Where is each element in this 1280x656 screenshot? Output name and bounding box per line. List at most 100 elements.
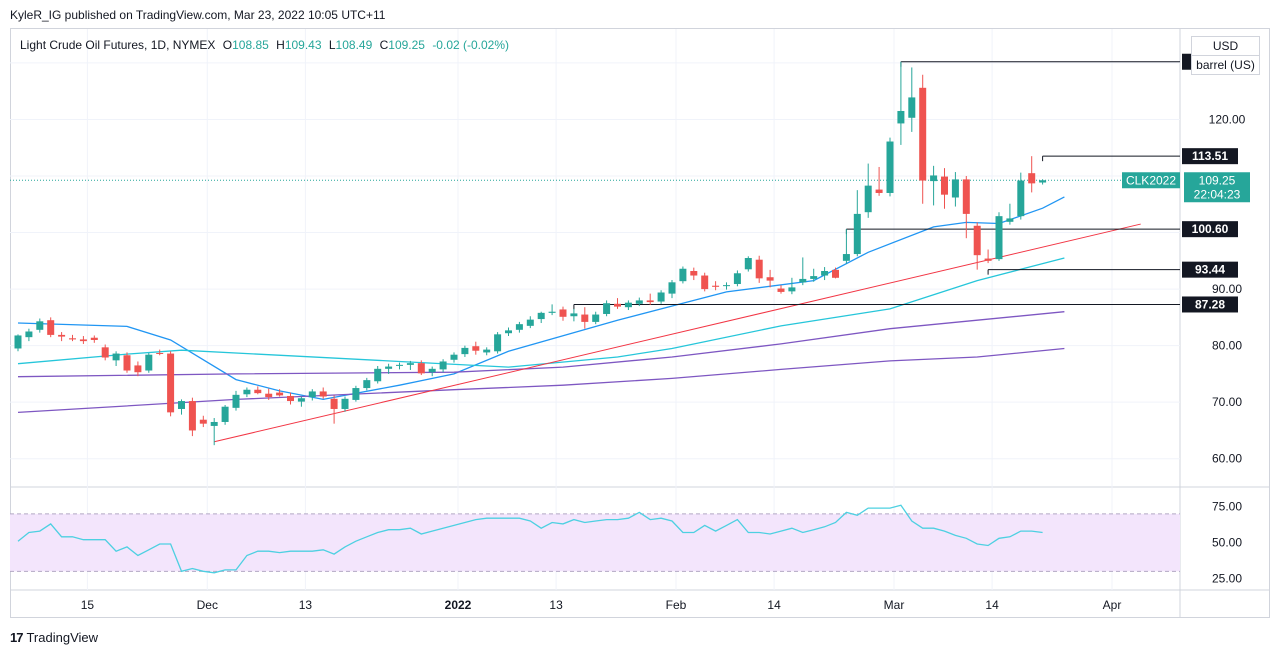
rsi-line <box>17 504 1043 574</box>
candle-body <box>417 363 425 374</box>
candle-body <box>330 398 338 409</box>
candle-body <box>526 319 534 326</box>
moving-average-line <box>17 196 1065 401</box>
instrument-name: Light Crude Oil Futures, 1D, NYMEX <box>20 38 216 52</box>
candle-body <box>766 277 774 281</box>
candle-body <box>723 285 730 287</box>
change-value: -0.02 (-0.02%) <box>432 38 510 52</box>
rsi-band <box>10 513 1180 572</box>
time-axis-label: 13 <box>299 598 313 612</box>
candle-body <box>308 391 316 398</box>
candle-body <box>199 419 207 424</box>
level-price-label: 87.28 <box>1195 297 1225 311</box>
candle-body <box>341 398 349 409</box>
candle-body <box>777 288 785 292</box>
candle-body <box>232 394 240 408</box>
candle-body <box>821 271 829 276</box>
tradingview-logo[interactable]: 17 TradingView <box>10 630 98 645</box>
candle-body <box>690 271 698 276</box>
candle-body <box>614 303 621 307</box>
candle-body <box>995 216 1003 260</box>
unit-button[interactable]: barrel (US) <box>1191 55 1260 75</box>
candle-body <box>919 87 927 181</box>
candle-body <box>701 275 709 290</box>
candle-body <box>537 312 545 320</box>
candle-body <box>396 364 403 366</box>
candle-body <box>276 392 284 396</box>
candle-body <box>14 335 22 349</box>
candle-body <box>385 366 393 369</box>
candle-body <box>755 259 763 279</box>
candle-body <box>472 346 480 351</box>
candle-body <box>112 353 120 361</box>
price-tick-label: 60.00 <box>1212 452 1242 466</box>
last-price-label: 109.25 <box>1199 173 1236 187</box>
level-price-tag <box>1182 221 1238 238</box>
time-axis-label: 2022 <box>445 598 472 612</box>
candle-body <box>374 368 382 382</box>
candle-body <box>657 292 665 302</box>
candle-body <box>265 393 273 398</box>
time-axis-label: Mar <box>884 598 905 612</box>
candle-body <box>1006 218 1014 222</box>
candle-body <box>450 354 458 360</box>
rsi-tick-label: 75.00 <box>1212 500 1242 514</box>
tradingview-mark-icon: 17 <box>10 630 24 645</box>
candle-body <box>145 354 153 371</box>
candle-body <box>799 278 807 283</box>
candle-body <box>428 368 436 373</box>
candle-body <box>167 353 175 413</box>
symbol-tag <box>1122 172 1180 189</box>
time-axis-label: 13 <box>549 598 563 612</box>
candle-body <box>744 258 752 270</box>
level-price-tag <box>1182 261 1238 278</box>
candle-body <box>930 175 938 182</box>
time-axis-label: 14 <box>767 598 781 612</box>
candle-body <box>897 110 905 124</box>
candle-body <box>90 337 98 340</box>
candle-body <box>1039 180 1047 183</box>
level-price-label: 93.44 <box>1195 263 1225 277</box>
publisher-caption: KyleR_IG published on TradingView.com, M… <box>10 8 386 22</box>
symbol-tag-label: CLK2022 <box>1126 173 1176 187</box>
currency-button[interactable]: USD <box>1191 36 1260 56</box>
bar-countdown-label: 22:04:23 <box>1194 187 1241 201</box>
high-value: 109.43 <box>284 38 322 52</box>
candle-body <box>79 339 87 342</box>
candle-body <box>210 421 218 426</box>
chart-frame <box>10 28 1270 618</box>
candle-body <box>483 349 491 353</box>
candle-body <box>221 406 229 422</box>
candle-body <box>406 363 414 365</box>
time-axis-label: 15 <box>81 598 95 612</box>
rsi-tick-label: 25.00 <box>1212 572 1242 586</box>
level-price-tag <box>1182 148 1238 165</box>
candle-body <box>494 334 502 352</box>
candle-body <box>559 309 567 317</box>
moving-average-line <box>17 347 1065 414</box>
high-label: H <box>276 38 285 52</box>
candle-body <box>297 398 305 402</box>
candle-body <box>123 355 131 371</box>
candle-body <box>646 300 654 303</box>
close-label: C <box>379 38 389 52</box>
candle-body <box>243 389 251 395</box>
candle-body <box>832 269 839 278</box>
candle-body <box>733 273 741 285</box>
candle-body <box>319 391 327 397</box>
candle-body <box>188 401 196 431</box>
time-axis-label: Dec <box>197 598 218 612</box>
candle-body <box>548 311 556 313</box>
price-tick-label: 70.00 <box>1212 395 1242 409</box>
time-axis-label: Apr <box>1103 598 1122 612</box>
candle-body <box>788 287 796 292</box>
moving-average-line <box>17 311 1065 378</box>
level-price-label: 113.51 <box>1192 149 1228 163</box>
candle-body <box>101 347 109 358</box>
level-price-label: 100.60 <box>1192 222 1229 236</box>
candle-body <box>134 365 142 373</box>
candle-body <box>941 176 948 195</box>
candle-body <box>908 97 916 118</box>
price-tick-label: 90.00 <box>1212 282 1242 296</box>
